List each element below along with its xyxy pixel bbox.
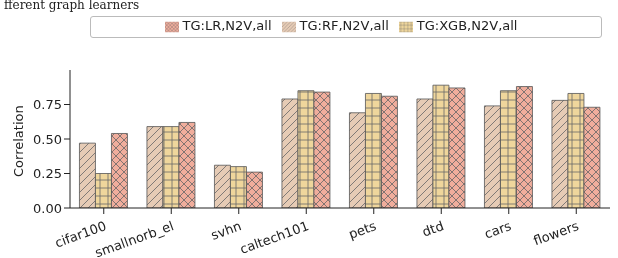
svg-text:smallnorb_el: smallnorb_el: [93, 218, 176, 258]
svg-text:0.25: 0.25: [33, 166, 62, 181]
html-text:TG:RF,N2V,all: TG:RF,N2V,all: [299, 18, 389, 33]
svg-text:svhn: svhn: [209, 218, 243, 243]
svg-text:cifar100: cifar100: [52, 218, 109, 251]
svg-text:caltech101: caltech101: [238, 218, 311, 257]
svg-text:0.75: 0.75: [33, 97, 62, 112]
svg-text:cars: cars: [482, 218, 513, 241]
svg-text:dtd: dtd: [420, 218, 445, 239]
svg-text:0.00: 0.00: [33, 201, 62, 216]
html-text:TG:LR,N2V,all: TG:LR,N2V,all: [182, 18, 272, 33]
svg-text:Correlation: Correlation: [11, 105, 26, 177]
svg-text:0.50: 0.50: [33, 132, 62, 147]
html-text:TG:XGB,N2V,all: TG:XGB,N2V,all: [416, 18, 518, 33]
svg-text:flowers: flowers: [532, 218, 581, 248]
svg-text:pets: pets: [347, 218, 379, 242]
